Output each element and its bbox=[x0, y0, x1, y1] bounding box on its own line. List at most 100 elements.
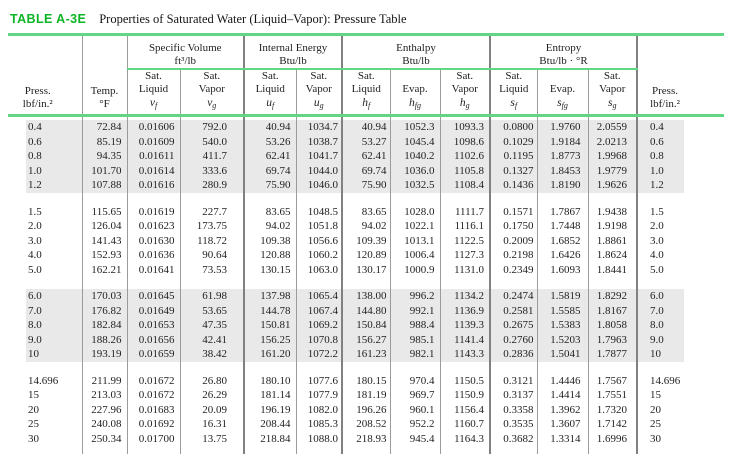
cell-sf: 0.1195 bbox=[489, 149, 537, 164]
symbol-ug: ug bbox=[313, 97, 324, 110]
spacer-cell bbox=[439, 361, 490, 374]
cell-uf: 94.02 bbox=[243, 219, 296, 234]
table-row: 9.0 188.26 0.01656 42.41 156.25 1070.8 156.27 9… bbox=[8, 332, 725, 347]
cell-press: 5.0 bbox=[28, 263, 42, 276]
table-caption: Properties of Saturated Water (Liquid–Va… bbox=[99, 12, 407, 26]
cell-uf: 75.90 bbox=[243, 178, 296, 193]
spacer bbox=[8, 446, 725, 454]
row-block-3: 6.0 170.03 0.01645 61.98 137.98 1065.4 138.00 9… bbox=[8, 289, 725, 362]
cell-ug: 1077.6 bbox=[295, 373, 342, 388]
header-vf: Sat. Liquid vf bbox=[126, 69, 180, 117]
cell-uf: 150.81 bbox=[243, 318, 296, 333]
cell-uf: 144.78 bbox=[243, 303, 296, 318]
cell-sfg: 1.6093 bbox=[536, 262, 588, 277]
cell-hfg: 985.1 bbox=[389, 332, 440, 347]
cell-uf: 137.98 bbox=[243, 289, 296, 304]
spacer-row bbox=[8, 192, 725, 205]
cell-temp: 72.84 bbox=[81, 120, 127, 135]
header-temp: Temp. °F bbox=[81, 34, 127, 117]
cell-vf: 0.01623 bbox=[126, 219, 180, 234]
spacer-row bbox=[8, 446, 725, 454]
cell-hf: 53.27 bbox=[341, 134, 390, 149]
spacer-cell bbox=[8, 361, 82, 374]
symbol-uf: uf bbox=[266, 97, 275, 110]
cell-sf: 0.3358 bbox=[489, 402, 537, 417]
cell-hfg: 969.7 bbox=[389, 388, 440, 403]
spacer bbox=[8, 361, 725, 374]
cell-hfg: 970.4 bbox=[389, 373, 440, 388]
cell-hg: 1164.3 bbox=[439, 431, 490, 446]
cell-sf: 0.1571 bbox=[489, 204, 537, 219]
cell-vf: 0.01653 bbox=[126, 318, 180, 333]
cell-sf: 0.1750 bbox=[489, 219, 537, 234]
cell-uf: 120.88 bbox=[243, 248, 296, 263]
cell-press: 1.0 bbox=[8, 163, 82, 178]
spacer-cell bbox=[389, 115, 440, 120]
spacer bbox=[8, 192, 725, 205]
table-row: 3.0 141.43 0.01630 118.72 109.38 1056.6 109.39… bbox=[8, 233, 725, 248]
cell-uf: 53.26 bbox=[243, 134, 296, 149]
spacer-cell bbox=[341, 361, 390, 374]
cell-sg: 1.8167 bbox=[587, 303, 638, 318]
cell-hf: 138.00 bbox=[341, 289, 390, 304]
table-row: 1.0 101.70 0.01614 333.6 69.74 1044.0 69.74 103… bbox=[8, 163, 725, 178]
cell-press: 7.0 bbox=[8, 303, 82, 318]
cell-vf: 0.01614 bbox=[126, 163, 180, 178]
cell-hg: 1127.3 bbox=[439, 248, 490, 263]
cell-vg: 73.53 bbox=[179, 262, 244, 277]
spacer-cell bbox=[179, 115, 244, 120]
cell-vg: 173.75 bbox=[179, 219, 244, 234]
cell-vf: 0.01619 bbox=[126, 204, 180, 219]
cell-press: 20 bbox=[28, 403, 39, 416]
cell-press-right: 2.0 bbox=[636, 219, 725, 234]
cell-hg: 1143.3 bbox=[439, 347, 490, 362]
cell-press: 0.6 bbox=[8, 134, 82, 149]
spacer-row bbox=[8, 361, 725, 374]
cell-vf: 0.01616 bbox=[126, 178, 180, 193]
cell-uf: 196.19 bbox=[243, 402, 296, 417]
cell-uf: 109.38 bbox=[243, 233, 296, 248]
cell-sg: 1.8441 bbox=[587, 262, 638, 277]
cell-sf: 0.3535 bbox=[489, 417, 537, 432]
cell-hg: 1156.4 bbox=[439, 402, 490, 417]
cell-temp: 107.88 bbox=[81, 178, 127, 193]
cell-hf: 120.89 bbox=[341, 248, 390, 263]
cell-vf: 0.01636 bbox=[126, 248, 180, 263]
cell-vg: 411.7 bbox=[179, 149, 244, 164]
spacer-cell bbox=[439, 446, 490, 454]
spacer bbox=[8, 115, 725, 120]
cell-ug: 1070.8 bbox=[295, 332, 342, 347]
table-row: 20 227.96 0.01683 20.09 196.19 1082.0 196.26 96… bbox=[8, 402, 725, 417]
cell-uf: 161.20 bbox=[243, 347, 296, 362]
spacer-cell bbox=[636, 192, 725, 205]
cell-hf: 180.15 bbox=[341, 373, 390, 388]
cell-sf: 0.1029 bbox=[489, 134, 537, 149]
cell-sg: 2.0559 bbox=[587, 120, 638, 135]
cell-vg: 280.9 bbox=[179, 178, 244, 193]
cell-hf: 83.65 bbox=[341, 204, 390, 219]
spacer-cell bbox=[295, 277, 342, 289]
spacer-cell bbox=[179, 277, 244, 289]
spacer-cell bbox=[536, 277, 588, 289]
spacer-cell bbox=[389, 361, 440, 374]
cell-press: 9.0 bbox=[8, 332, 82, 347]
cell-vg: 118.72 bbox=[179, 233, 244, 248]
table-row: 5.0 162.21 0.01641 73.53 130.15 1063.0 130.17 1… bbox=[8, 262, 725, 277]
spacer-cell bbox=[587, 115, 638, 120]
cell-sfg: 1.6426 bbox=[536, 248, 588, 263]
spacer-cell bbox=[489, 115, 537, 120]
cell-sg: 1.8292 bbox=[587, 289, 638, 304]
cell-uf: 62.41 bbox=[243, 149, 296, 164]
spacer-cell bbox=[126, 446, 180, 454]
cell-press-right: 0.8 bbox=[636, 149, 725, 164]
cell-vg: 13.75 bbox=[179, 431, 244, 446]
spacer-cell bbox=[81, 361, 127, 374]
cell-press-right: 1.5 bbox=[636, 204, 725, 219]
spacer-cell bbox=[81, 446, 127, 454]
row-block-2: 1.5 115.65 0.01619 227.7 83.65 1048.5 83.65 102… bbox=[8, 204, 725, 277]
cell-hfg: 1036.0 bbox=[389, 163, 440, 178]
cell-press-right: 14.696 bbox=[636, 373, 725, 388]
cell-ug: 1056.6 bbox=[295, 233, 342, 248]
cell-press: 1.5 bbox=[28, 205, 42, 218]
cell-sfg: 1.3962 bbox=[536, 402, 588, 417]
